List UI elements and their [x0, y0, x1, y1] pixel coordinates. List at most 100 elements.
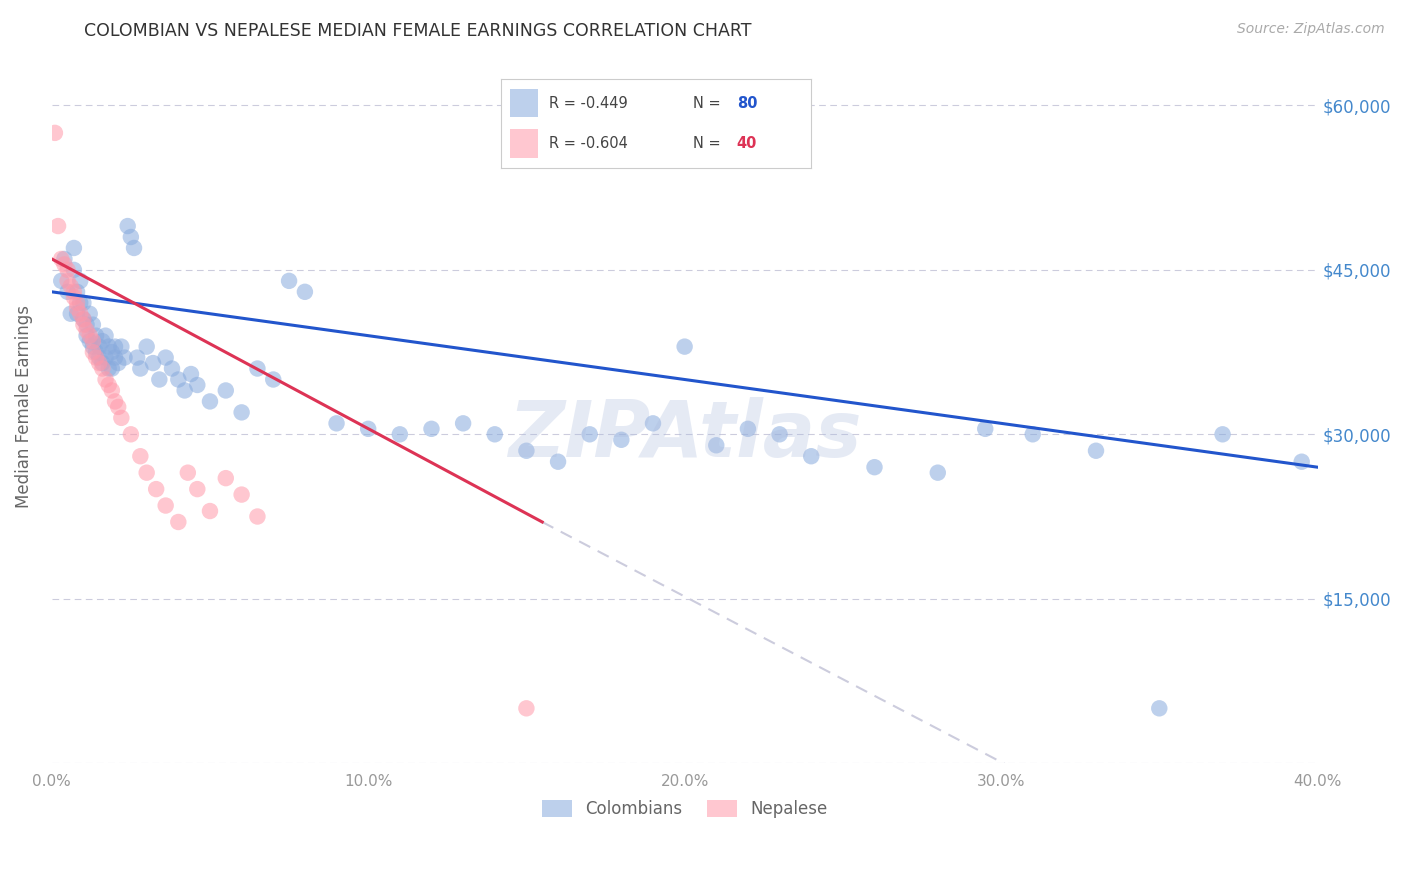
Point [89, 351, 111, 365]
Point [79, 334, 101, 348]
Point [76, 328, 98, 343]
Point [120, 230, 142, 244]
Point [101, 345, 124, 359]
Point [66, 295, 89, 310]
Point [91, 356, 114, 370]
Point [768, 427, 790, 442]
Text: ZIPAtlas: ZIPAtlas [508, 398, 862, 474]
Point [46, 219, 69, 233]
Point [101, 361, 124, 376]
Point [66, 307, 89, 321]
Point [198, 504, 221, 518]
Point [101, 384, 124, 398]
Point [69, 295, 91, 310]
Point [56, 274, 79, 288]
Text: COLOMBIAN VS NEPALESE MEDIAN FEMALE EARNINGS CORRELATION CHART: COLOMBIAN VS NEPALESE MEDIAN FEMALE EARN… [84, 22, 752, 40]
Point [160, 361, 183, 376]
Point [72, 295, 94, 310]
Point [177, 466, 200, 480]
Point [104, 394, 127, 409]
Point [863, 460, 886, 475]
Point [704, 438, 727, 452]
Point [167, 372, 190, 386]
Point [53, 252, 76, 266]
Point [104, 340, 127, 354]
Point [167, 515, 190, 529]
Point [262, 372, 284, 386]
Point [89, 340, 111, 354]
Point [51, 252, 73, 266]
Point [97, 361, 120, 376]
Point [129, 449, 152, 463]
Point [357, 422, 380, 436]
Point [117, 219, 139, 233]
Point [129, 361, 152, 376]
Point [148, 372, 170, 386]
Point [451, 417, 474, 431]
Point [84, 328, 107, 343]
Point [110, 340, 132, 354]
Point [294, 285, 316, 299]
Point [72, 312, 94, 326]
Point [127, 351, 149, 365]
Point [1212, 427, 1234, 442]
Point [82, 345, 104, 359]
Point [173, 384, 195, 398]
Point [484, 427, 506, 442]
Text: Source: ZipAtlas.com: Source: ZipAtlas.com [1237, 22, 1385, 37]
Point [974, 422, 997, 436]
Point [122, 241, 145, 255]
Point [79, 307, 101, 321]
Point [800, 449, 823, 463]
Point [89, 356, 111, 370]
Point [186, 378, 208, 392]
Point [63, 263, 86, 277]
Point [198, 394, 221, 409]
Point [66, 301, 89, 316]
Point [82, 340, 104, 354]
Point [215, 471, 238, 485]
Point [135, 340, 157, 354]
Point [215, 384, 238, 398]
Point [84, 351, 107, 365]
Point [737, 422, 759, 436]
Point [97, 378, 120, 392]
Point [79, 328, 101, 343]
Point [72, 312, 94, 326]
Point [578, 427, 600, 442]
Point [51, 274, 73, 288]
Point [1022, 427, 1045, 442]
Point [325, 417, 347, 431]
Point [91, 361, 114, 376]
Point [104, 351, 127, 365]
Point [94, 351, 117, 365]
Point [1291, 455, 1313, 469]
Point [107, 400, 129, 414]
Point [76, 323, 98, 337]
Point [673, 340, 696, 354]
Point [142, 356, 165, 370]
Point [107, 356, 129, 370]
Point [1149, 701, 1171, 715]
Point [135, 466, 157, 480]
Point [63, 290, 86, 304]
Point [388, 427, 411, 442]
Point [59, 307, 82, 321]
Point [231, 487, 253, 501]
Point [91, 334, 114, 348]
Point [231, 405, 253, 419]
Point [927, 466, 949, 480]
Point [1085, 443, 1108, 458]
Point [84, 345, 107, 359]
Point [120, 427, 142, 442]
Point [641, 417, 664, 431]
Point [59, 279, 82, 293]
Legend: Colombians, Nepalese: Colombians, Nepalese [533, 791, 837, 826]
Point [44, 126, 66, 140]
Point [155, 499, 177, 513]
Point [56, 263, 79, 277]
Point [547, 455, 569, 469]
Point [82, 318, 104, 332]
Point [155, 351, 177, 365]
Point [56, 285, 79, 299]
